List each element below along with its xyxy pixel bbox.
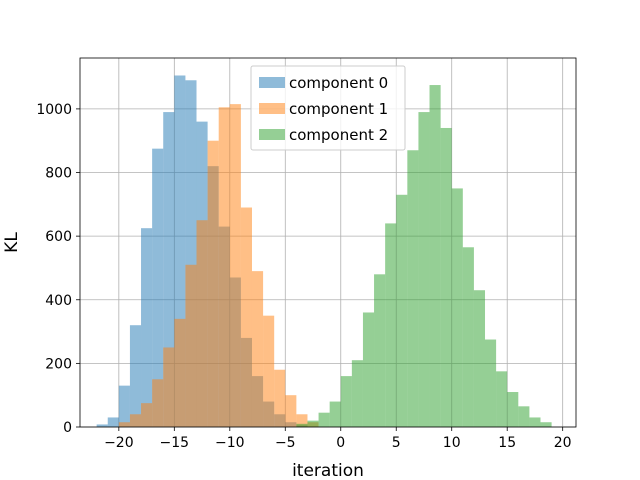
x-tick-label: 20 [554, 435, 572, 451]
histogram-bar [229, 104, 241, 427]
legend-swatch [259, 77, 285, 88]
y-tick-label: 400 [45, 293, 72, 309]
histogram-bar [285, 395, 297, 427]
y-tick-label: 200 [45, 356, 72, 372]
histogram-bar [374, 274, 386, 427]
histogram-bar [141, 403, 153, 427]
histogram-bar [362, 312, 375, 427]
histogram-bar [96, 424, 108, 427]
histogram-bar [118, 422, 130, 427]
histogram-bar [529, 417, 541, 427]
histogram-bar [329, 401, 341, 427]
histogram-bar [485, 339, 497, 427]
histogram-bar [429, 85, 441, 428]
histogram-bar [196, 220, 208, 427]
histogram-bar [251, 271, 264, 427]
histogram-bar [351, 360, 363, 427]
histogram-bar [518, 406, 530, 427]
histogram-bar [462, 247, 474, 427]
histogram-bar [129, 414, 142, 427]
histogram-bar [129, 325, 142, 427]
x-tick-label: −15 [160, 435, 190, 451]
x-tick-label: 15 [498, 435, 516, 451]
histogram-bar [240, 207, 252, 427]
plot-frame [79, 57, 577, 428]
histogram-bar [473, 290, 486, 427]
histogram-bar [218, 107, 230, 428]
x-axis-label: iteration [292, 461, 364, 480]
histogram-bar [185, 80, 197, 427]
histogram-bars [96, 75, 552, 428]
x-tick-label: 0 [336, 435, 345, 451]
histogram-bar [185, 264, 197, 427]
y-tick-label: 0 [63, 420, 72, 436]
y-tick-label: 1000 [36, 102, 72, 118]
x-tick-label: −5 [275, 435, 296, 451]
histogram-bar [440, 127, 452, 427]
histogram-bar [396, 194, 408, 427]
histogram-bar [385, 223, 397, 427]
legend-box [250, 65, 406, 151]
legend-label: component 1 [289, 100, 388, 118]
histogram-bar [340, 376, 352, 427]
x-tick-label: 5 [392, 435, 401, 451]
series-2-bars [296, 85, 552, 428]
histogram-bar [163, 347, 175, 427]
x-tick-label: −20 [104, 435, 134, 451]
histogram-bar [263, 315, 275, 427]
histogram-bar [496, 371, 508, 427]
y-tick-label: 600 [45, 229, 72, 245]
histogram-bar [407, 150, 419, 427]
histogram-bar [540, 422, 552, 427]
histogram-bar [296, 423, 308, 427]
histogram-bar [107, 417, 119, 427]
legend-swatch [259, 129, 285, 140]
histogram-bar [163, 112, 175, 428]
histogram-bar [318, 412, 330, 427]
x-tick-label: −10 [215, 435, 245, 451]
histogram-bar [451, 188, 463, 427]
histogram-bar [507, 392, 519, 427]
histogram-bar [296, 414, 308, 427]
histogram-bar [307, 420, 319, 427]
y-tick-label: 800 [45, 166, 72, 182]
legend-swatch [259, 103, 285, 114]
histogram-bar [118, 385, 130, 427]
histogram-bar [418, 112, 430, 428]
y-axis-label: KL [2, 232, 22, 253]
histogram-bar [174, 75, 186, 427]
histogram-bar [141, 228, 153, 427]
histogram-bar [274, 369, 286, 427]
series-1-bars [118, 104, 319, 428]
x-tick-label: 10 [443, 435, 461, 451]
legend-label: component 0 [289, 74, 388, 92]
histogram-bar [207, 140, 219, 427]
histogram-bar [152, 379, 164, 427]
legend-label: component 2 [289, 126, 388, 144]
histogram-bar [174, 318, 186, 427]
legend: component 0 component 1 component 2 [250, 65, 406, 151]
histogram-bar [152, 148, 164, 427]
